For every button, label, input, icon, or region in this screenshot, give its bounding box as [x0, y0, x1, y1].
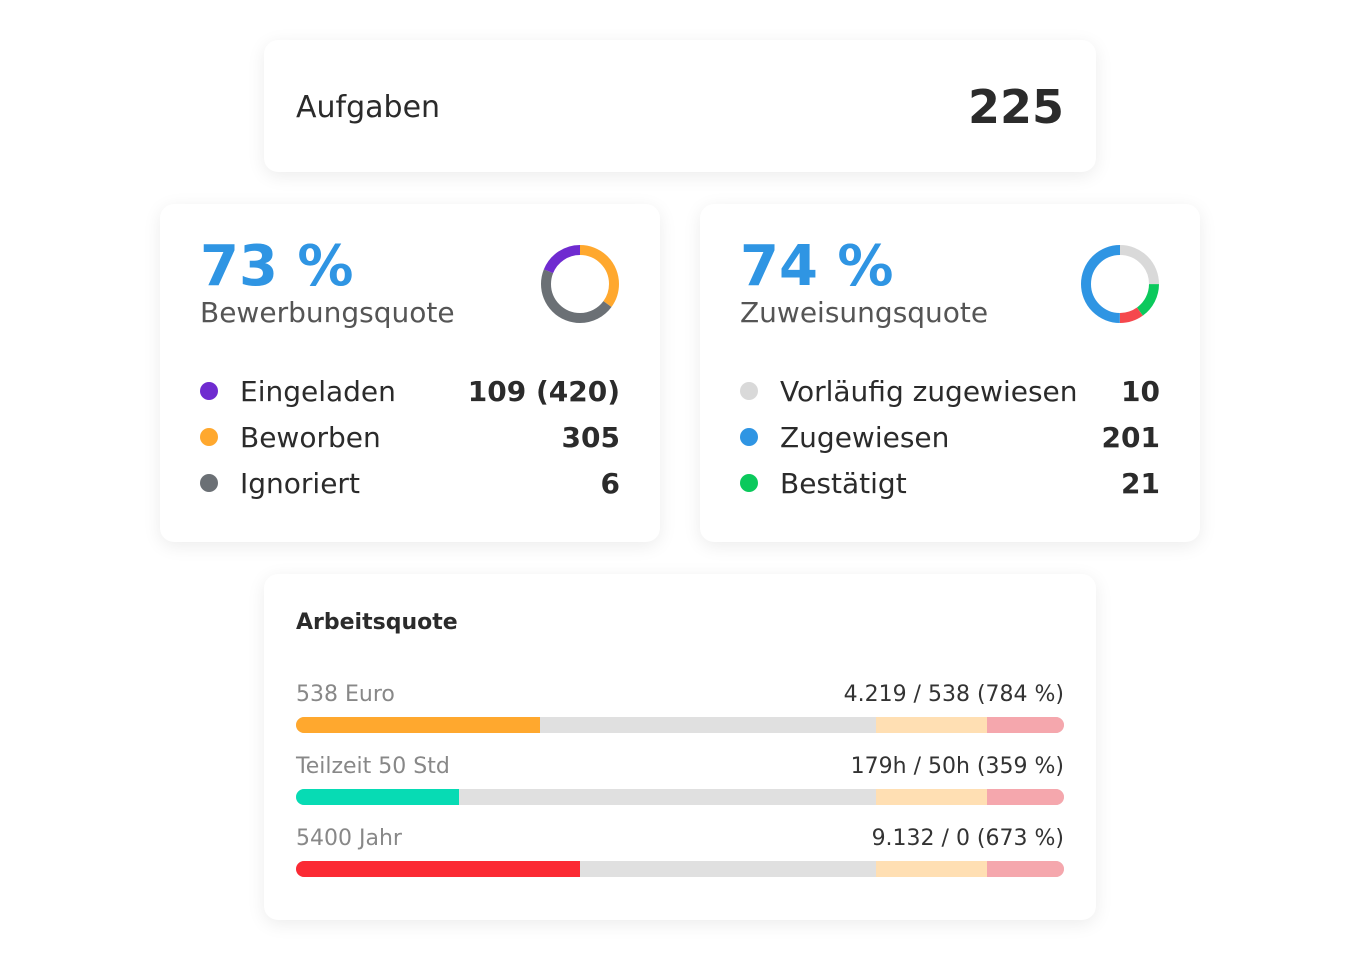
- legend-row-vorlaeufig: Vorläufig zugewiesen 10: [740, 368, 1160, 414]
- progress-fill: [296, 789, 459, 805]
- dot-icon: [740, 474, 758, 492]
- danger-zone: [987, 789, 1064, 805]
- progress-bar: [296, 717, 1064, 733]
- tasks-card: Aufgaben 225: [264, 40, 1096, 172]
- legend-row-beworben: Beworben 305: [200, 414, 620, 460]
- legend-row-zugewiesen: Zugewiesen 201: [740, 414, 1160, 460]
- work-bar-euro: 538 Euro 4.219 / 538 (784 %): [296, 682, 1064, 733]
- progress-bar: [296, 789, 1064, 805]
- application-label: Bewerbungsquote: [200, 296, 455, 329]
- dot-icon: [200, 428, 218, 446]
- legend-row-eingeladen: Eingeladen 109 (420): [200, 368, 620, 414]
- dot-icon: [200, 474, 218, 492]
- progress-fill: [296, 717, 541, 733]
- application-donut: [541, 245, 619, 323]
- warning-zone: [875, 789, 992, 805]
- donut-segment: [1081, 245, 1159, 323]
- work-title: Arbeitsquote: [296, 610, 458, 635]
- legend-row-ignoriert: Ignoriert 6: [200, 460, 620, 506]
- application-rate-card: 73 % Bewerbungsquote Eingeladen 109 (420)…: [160, 204, 660, 542]
- danger-zone: [987, 717, 1064, 733]
- assignment-donut: [1081, 245, 1159, 323]
- work-rate-card: Arbeitsquote 538 Euro 4.219 / 538 (784 %)…: [264, 574, 1096, 920]
- danger-zone: [987, 861, 1064, 877]
- progress-bar: [296, 861, 1064, 877]
- donut-segment: [1081, 245, 1159, 323]
- dot-icon: [740, 428, 758, 446]
- assignment-percent: 74 %: [740, 234, 894, 299]
- warning-zone: [875, 717, 992, 733]
- assignment-rate-card: 74 % Zuweisungsquote Vorläufig zugewiese…: [700, 204, 1200, 542]
- work-bar-jahr: 5400 Jahr 9.132 / 0 (673 %): [296, 826, 1064, 877]
- work-bar-teilzeit: Teilzeit 50 Std 179h / 50h (359 %): [296, 754, 1064, 805]
- warning-zone: [875, 861, 992, 877]
- donut-segment: [541, 245, 619, 323]
- tasks-value: 225: [967, 80, 1064, 134]
- tasks-label: Aufgaben: [296, 90, 441, 125]
- assignment-label: Zuweisungsquote: [740, 296, 989, 329]
- dot-icon: [200, 382, 218, 400]
- legend-row-bestaetigt: Bestätigt 21: [740, 460, 1160, 506]
- application-percent: 73 %: [200, 234, 354, 299]
- donut-segment: [541, 245, 619, 323]
- dot-icon: [740, 382, 758, 400]
- progress-fill: [296, 861, 581, 877]
